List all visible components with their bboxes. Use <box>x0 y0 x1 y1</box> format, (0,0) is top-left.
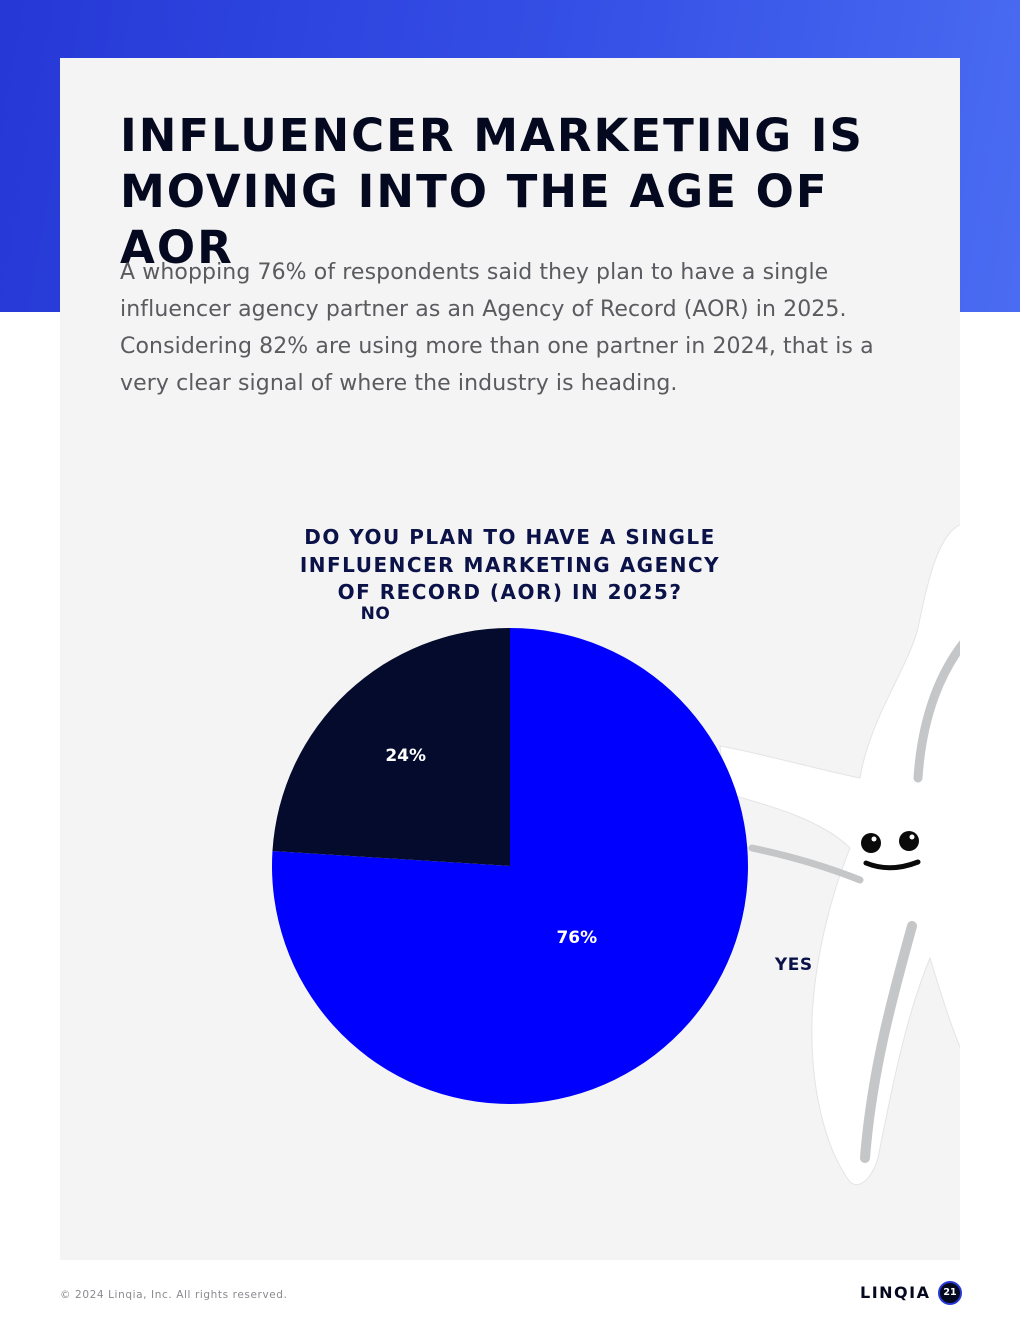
chart-title-line-2: INFLUENCER MARKETING AGENCY <box>299 552 721 577</box>
page-title: INFLUENCER MARKETING IS MOVING INTO THE … <box>120 108 940 276</box>
chart-title-line-1: DO YOU PLAN TO HAVE A SINGLE <box>304 525 716 549</box>
starfish-face <box>861 831 921 871</box>
slice-label-no: NO <box>360 604 391 625</box>
slice-label-yes: YES <box>774 954 813 975</box>
pie-slice-no <box>272 628 510 866</box>
linqia-logo: LINQIA <box>860 1283 931 1302</box>
starfish-mascot-icon <box>719 524 960 1185</box>
page-title-line-2: MOVING INTO THE AGE OF AOR <box>120 165 829 274</box>
pie-chart <box>272 628 749 1104</box>
page-number-badge: 21 <box>938 1281 962 1305</box>
starfish-body <box>719 524 960 1185</box>
content-card: INFLUENCER MARKETING IS MOVING INTO THE … <box>60 58 960 1260</box>
page-title-line-1: INFLUENCER MARKETING IS <box>120 109 864 162</box>
chart-title-line-3: OF RECORD (AOR) IN 2025? <box>337 580 683 604</box>
chart-title: DO YOU PLAN TO HAVE A SINGLE INFLUENCER … <box>270 524 750 607</box>
slice-value-yes: 76% <box>556 927 598 948</box>
intro-paragraph: A whopping 76% of respondents said they … <box>120 260 874 396</box>
pie-slice-yes <box>272 628 749 1104</box>
pie-slices <box>272 628 749 1104</box>
slice-value-no: 24% <box>385 745 427 766</box>
footer-copyright: © 2024 Linqia, Inc. All rights reserved. <box>60 1289 288 1301</box>
